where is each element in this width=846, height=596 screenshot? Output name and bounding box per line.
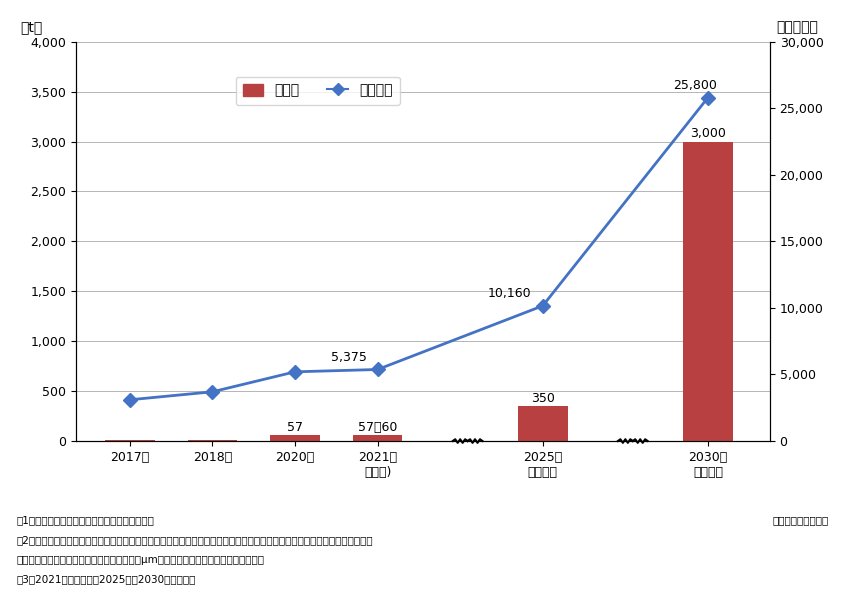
Text: 3,000: 3,000 <box>690 127 726 140</box>
Text: （百万円）: （百万円） <box>777 20 818 34</box>
Bar <box>518 406 568 441</box>
Text: 注1．メーカー生産量、メーカー出荷金額ベース: 注1．メーカー生産量、メーカー出荷金額ベース <box>17 516 155 526</box>
Text: （t）: （t） <box>20 20 43 34</box>
Text: 注2．ミクロン～ナノサイズのミクロフィブリルセルロース、化学変性パルプを含む。市場規模には、サンプル供給分を含む。: 注2．ミクロン～ナノサイズのミクロフィブリルセルロース、化学変性パルプを含む。市… <box>17 535 374 545</box>
Text: 注3．2021年は見込値、2025年・2030年は予測値: 注3．2021年は見込値、2025年・2030年は予測値 <box>17 575 196 585</box>
Bar <box>105 440 155 441</box>
Text: 10,160: 10,160 <box>488 287 531 300</box>
Text: 但し、未処理パルプによる数十～数百μmサイズのセルロース繊維は含まない。: 但し、未処理パルプによる数十～数百μmサイズのセルロース繊維は含まない。 <box>17 555 265 565</box>
Text: 57～60: 57～60 <box>358 421 398 434</box>
Bar <box>684 142 733 441</box>
Text: 25,800: 25,800 <box>673 79 717 92</box>
Bar <box>188 440 237 441</box>
Text: 350: 350 <box>530 392 555 405</box>
Bar <box>270 435 320 441</box>
Text: 5,375: 5,375 <box>331 350 366 364</box>
Text: 矢野経済研究所調べ: 矢野経済研究所調べ <box>773 516 829 526</box>
Bar <box>353 435 403 441</box>
Text: 57: 57 <box>287 421 303 434</box>
Legend: 生産量, 出荷金額: 生産量, 出荷金額 <box>236 77 400 104</box>
